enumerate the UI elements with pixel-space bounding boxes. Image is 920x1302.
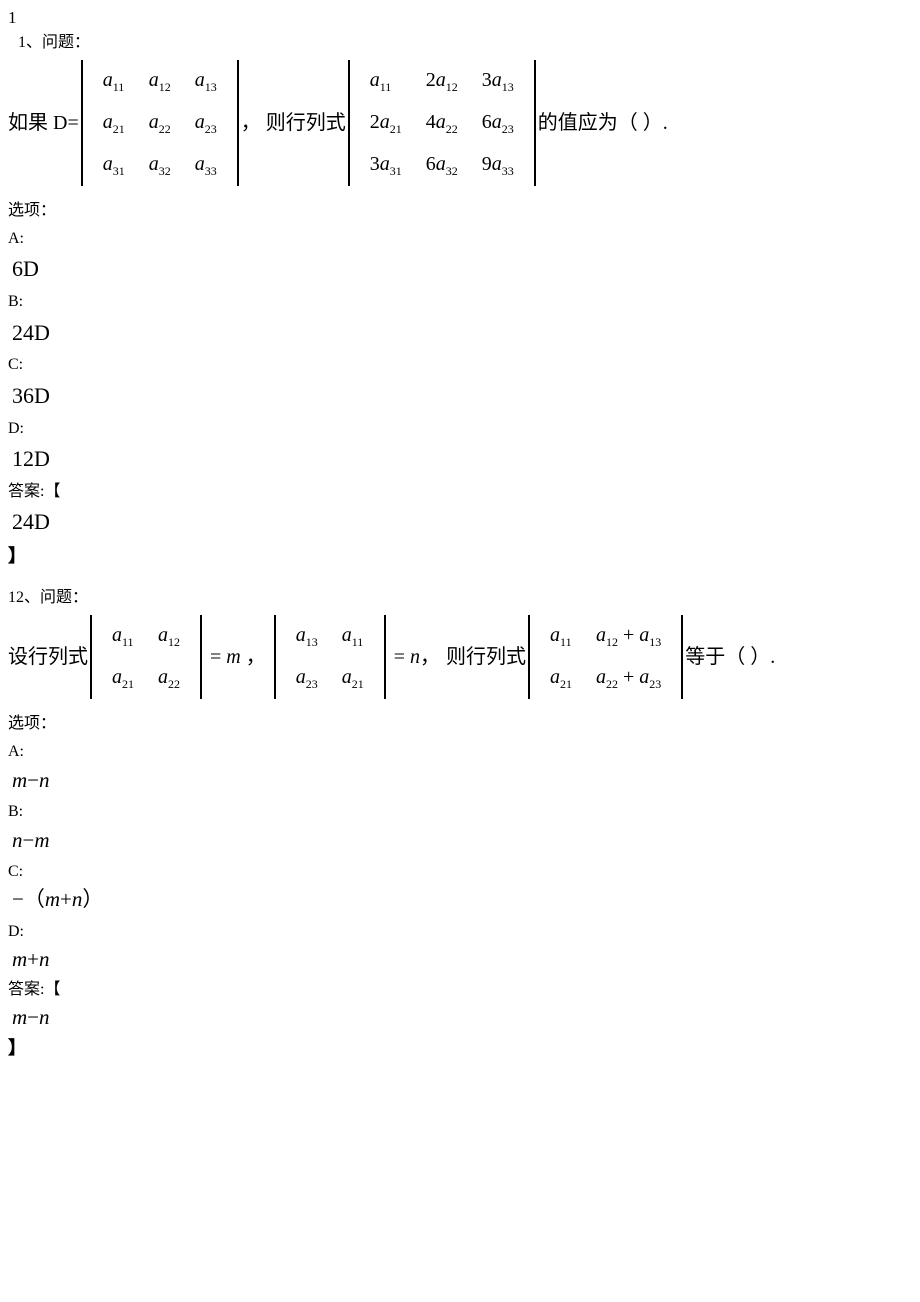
q1-opt-d-label: D: (8, 418, 912, 440)
q1-prefix: 如果 D= (8, 109, 79, 137)
q1-opt-c-label: C: (8, 354, 912, 376)
q2-choices-label: 选项： (8, 713, 912, 735)
q1-body: 如果 D= a11a12a13a21a22a23a31a32a33 ， 则行列式… (8, 60, 912, 185)
q2-opt-d: m+n (12, 945, 912, 974)
q2-eq1: = m ， (204, 643, 272, 671)
q1-det1: a11a12a13a21a22a23a31a32a33 (81, 60, 239, 185)
q2-det2: a13a11a23a21 (274, 615, 386, 699)
q1-mid: ， 则行列式 (241, 109, 346, 137)
q2-answer: m−n (12, 1003, 912, 1032)
q2-det1: a11a12a21a22 (90, 615, 202, 699)
q1-opt-d: 12D (12, 444, 912, 475)
page-number: 1 (8, 6, 912, 30)
q2-det3: a11a12 + a13a21a22 + a23 (528, 615, 683, 699)
q2-opt-a: m−n (12, 766, 912, 795)
q1-opt-b-label: B: (8, 291, 912, 313)
q2-answer-close: 】 (8, 1036, 912, 1061)
q2-eq2: = n， (388, 643, 446, 671)
q1-answer-close: 】 (8, 544, 912, 569)
q2-opt-d-label: D: (8, 921, 912, 943)
q1-opt-b: 24D (12, 318, 912, 349)
q1-choices-label: 选项： (8, 200, 912, 222)
q1-suffix: 的值应为（ ）. (538, 109, 668, 137)
q1-header: 1、问题： (18, 32, 912, 54)
q2-opt-a-label: A: (8, 741, 912, 763)
q2-answer-label: 答案:【 (8, 979, 912, 1001)
q2-suffix: 等于（ ）. (685, 643, 775, 671)
q1-det2: a112a123a132a214a226a233a316a329a33 (348, 60, 536, 185)
q2-opt-b-label: B: (8, 801, 912, 823)
q1-answer: 24D (12, 507, 912, 538)
q2-opt-c: −（m+n） (12, 885, 912, 914)
q1-opt-a: 6D (12, 254, 912, 285)
q2-body: 设行列式 a11a12a21a22 = m ， a13a11a23a21 = n… (8, 615, 912, 699)
q2-opt-c-label: C: (8, 861, 912, 883)
q2-mid: 则行列式 (446, 643, 526, 671)
q1-answer-label: 答案:【 (8, 481, 912, 503)
q1-opt-c: 36D (12, 381, 912, 412)
q2-header: 12、问题： (8, 587, 912, 609)
q1-opt-a-label: A: (8, 228, 912, 250)
q2-opt-b: n−m (12, 826, 912, 855)
q2-prefix: 设行列式 (8, 643, 88, 671)
